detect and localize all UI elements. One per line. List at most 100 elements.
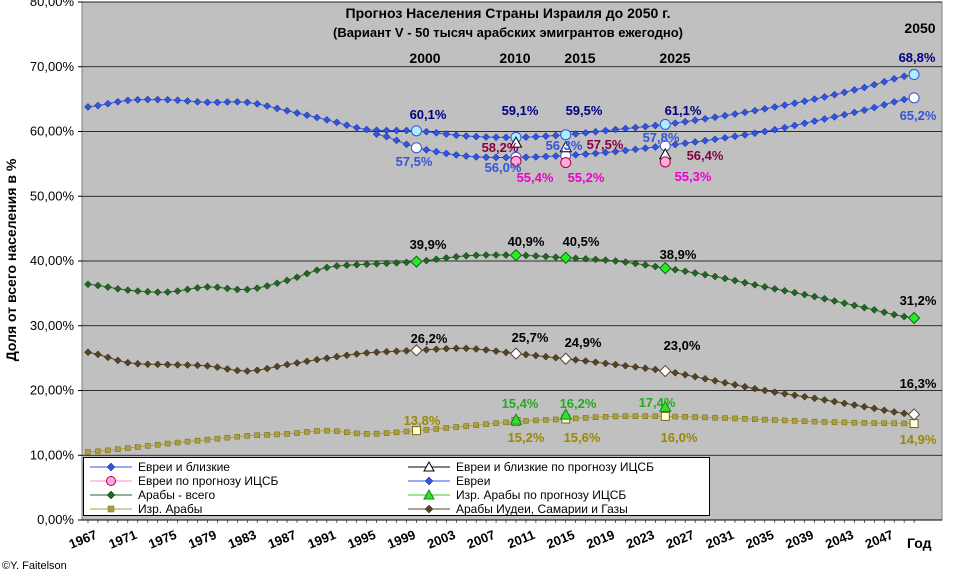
value-annotation: 16,2% bbox=[560, 396, 597, 411]
data-point bbox=[602, 414, 609, 420]
data-point bbox=[213, 283, 222, 292]
data-point bbox=[532, 153, 540, 161]
data-point bbox=[871, 420, 878, 426]
data-point bbox=[352, 260, 361, 269]
data-point bbox=[453, 424, 460, 430]
legend-line-diamond-icon bbox=[408, 476, 450, 486]
data-point bbox=[114, 284, 122, 293]
data-point bbox=[125, 445, 131, 451]
milestone-marker bbox=[559, 352, 572, 365]
data-point bbox=[442, 130, 451, 138]
milestone-marker bbox=[509, 248, 523, 262]
data-point bbox=[352, 123, 361, 132]
milestone-marker bbox=[410, 125, 422, 137]
legend-item-arabs-total: Арабы - всего bbox=[88, 488, 388, 502]
value-annotation: 17,4% bbox=[639, 395, 676, 410]
x-tick-label: 2047 bbox=[863, 527, 895, 552]
data-point bbox=[224, 434, 231, 441]
data-point bbox=[313, 266, 321, 274]
data-point bbox=[890, 98, 899, 106]
series-3 bbox=[85, 413, 917, 455]
data-point bbox=[770, 125, 779, 134]
data-point bbox=[213, 98, 222, 107]
data-point bbox=[702, 414, 708, 421]
legend-item-jews-and-related-icsb: Евреи и близкие по прогнозу ИЦСБ bbox=[406, 460, 706, 474]
data-point bbox=[493, 420, 499, 427]
milestone-marker bbox=[410, 142, 422, 154]
data-point bbox=[482, 346, 490, 354]
data-point bbox=[631, 145, 640, 154]
data-point bbox=[631, 123, 640, 132]
data-point bbox=[651, 262, 660, 271]
y-tick-label: 70,00% bbox=[30, 59, 75, 74]
data-point bbox=[760, 283, 769, 291]
data-point bbox=[123, 286, 132, 294]
x-tick-label: 1983 bbox=[226, 527, 258, 552]
data-point bbox=[402, 126, 411, 135]
data-point bbox=[492, 251, 500, 259]
data-point bbox=[332, 352, 341, 361]
data-point bbox=[492, 133, 500, 142]
data-point bbox=[94, 350, 102, 359]
data-point bbox=[571, 150, 580, 159]
data-point bbox=[741, 382, 749, 391]
data-point bbox=[183, 361, 192, 369]
data-point bbox=[522, 350, 530, 359]
data-point bbox=[711, 113, 719, 122]
value-annotation: 59,5% bbox=[566, 103, 603, 118]
x-tick-label: 1987 bbox=[266, 527, 298, 552]
data-point bbox=[303, 357, 311, 366]
data-point bbox=[591, 127, 600, 136]
data-point bbox=[591, 358, 600, 367]
y-tick-label: 40,00% bbox=[30, 253, 75, 268]
data-point bbox=[274, 431, 280, 438]
data-point bbox=[462, 251, 471, 260]
value-annotation: 24,9% bbox=[565, 335, 602, 350]
data-point bbox=[870, 306, 879, 314]
data-point bbox=[870, 80, 879, 89]
milestone-marker bbox=[909, 419, 919, 429]
value-annotation: 55,3% bbox=[675, 169, 712, 184]
data-point bbox=[801, 418, 808, 424]
data-point bbox=[522, 153, 530, 162]
data-point bbox=[850, 401, 859, 409]
data-point bbox=[810, 95, 819, 103]
data-point bbox=[800, 97, 809, 106]
data-point bbox=[711, 135, 719, 144]
data-point bbox=[651, 121, 660, 130]
icsb-jews-marker bbox=[659, 156, 671, 168]
legend-item-jews-and-related: Евреи и близкие bbox=[88, 460, 388, 474]
data-point bbox=[223, 365, 232, 373]
data-point bbox=[95, 448, 101, 455]
data-point bbox=[601, 359, 610, 368]
value-annotation: 40,5% bbox=[563, 234, 600, 249]
x-tick-label: 1971 bbox=[107, 527, 139, 552]
icsb-arabs-marker bbox=[509, 413, 523, 425]
data-point bbox=[830, 90, 839, 99]
data-point bbox=[691, 269, 699, 277]
data-point bbox=[432, 345, 441, 354]
data-point bbox=[402, 258, 411, 267]
icsb-jews-marker bbox=[510, 155, 522, 167]
data-point bbox=[770, 388, 779, 397]
icsb-arabs-marker bbox=[559, 408, 573, 420]
data-point bbox=[223, 284, 232, 293]
data-point bbox=[762, 416, 768, 423]
data-point bbox=[770, 285, 779, 293]
data-point bbox=[422, 256, 431, 265]
data-point bbox=[731, 132, 739, 141]
data-point bbox=[860, 402, 869, 411]
data-point bbox=[810, 292, 819, 301]
data-point bbox=[642, 413, 649, 419]
milestone-marker bbox=[410, 344, 423, 357]
data-point bbox=[143, 360, 152, 369]
data-point bbox=[473, 422, 479, 428]
data-point bbox=[611, 257, 620, 265]
data-point bbox=[452, 252, 461, 261]
data-point bbox=[184, 438, 191, 445]
data-point bbox=[153, 288, 162, 297]
data-point bbox=[532, 132, 540, 141]
data-point bbox=[482, 153, 490, 162]
data-point bbox=[742, 416, 748, 422]
data-point bbox=[472, 153, 481, 161]
